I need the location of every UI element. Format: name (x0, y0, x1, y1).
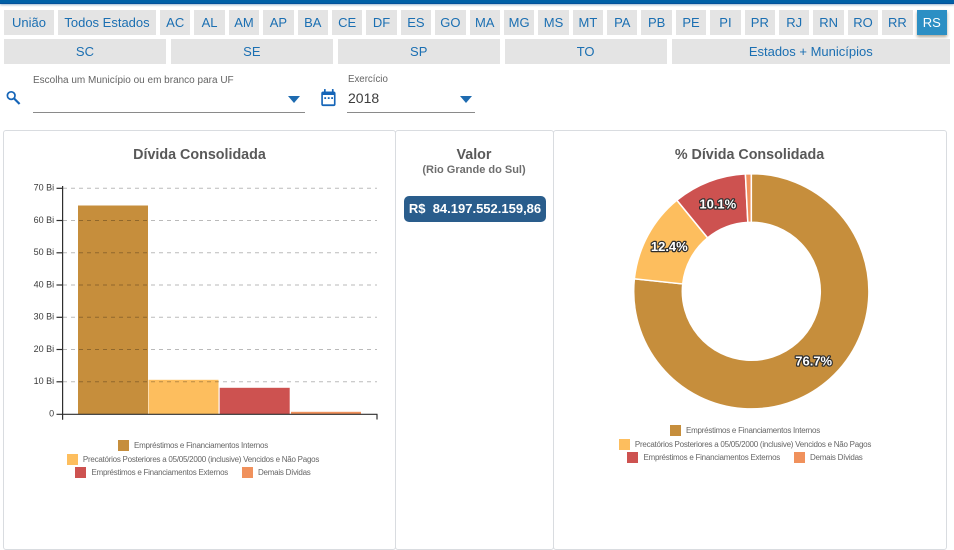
svg-text:10.1%: 10.1% (699, 196, 736, 211)
svg-text:30 Bi: 30 Bi (34, 312, 55, 322)
svg-text:20 Bi: 20 Bi (34, 344, 55, 354)
svg-text:0: 0 (49, 409, 54, 419)
svg-text:50 Bi: 50 Bi (34, 247, 55, 257)
svg-text:70 Bi: 70 Bi (34, 183, 55, 193)
svg-text:76.7%: 76.7% (795, 354, 832, 369)
svg-text:40 Bi: 40 Bi (34, 279, 55, 289)
svg-text:10 Bi: 10 Bi (34, 376, 55, 386)
svg-text:60 Bi: 60 Bi (34, 215, 55, 225)
svg-text:12.4%: 12.4% (651, 239, 688, 254)
